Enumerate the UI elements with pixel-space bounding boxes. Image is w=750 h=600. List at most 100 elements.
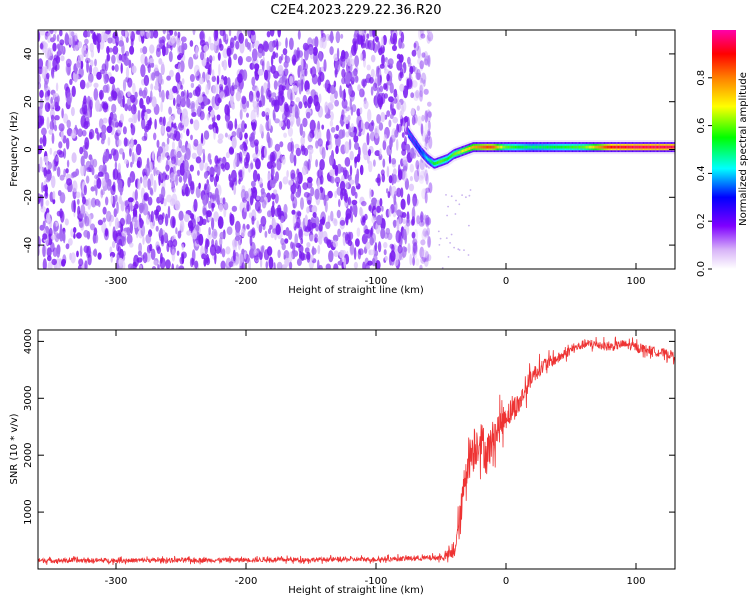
noise-speck — [179, 162, 185, 176]
noise-speck — [114, 217, 119, 230]
noise-speck — [445, 194, 447, 196]
noise-speck — [268, 118, 272, 130]
noise-speck — [50, 234, 56, 240]
noise-speck — [469, 189, 472, 191]
noise-speck — [160, 100, 163, 113]
noise-speck — [424, 191, 428, 204]
noise-speck — [399, 110, 403, 120]
noise-speck — [379, 148, 382, 157]
noise-speck — [386, 166, 390, 178]
noise-speck — [427, 101, 432, 107]
noise-speck — [82, 196, 86, 205]
noise-speck — [138, 242, 143, 254]
noise-speck — [190, 180, 195, 191]
noise-speck — [111, 240, 116, 249]
noise-speck — [209, 166, 215, 178]
noise-speck — [66, 96, 72, 105]
noise-speck — [133, 254, 140, 267]
noise-speck — [220, 163, 225, 170]
noise-speck — [287, 126, 293, 137]
noise-speck — [87, 254, 92, 266]
noise-speck — [85, 175, 90, 184]
noise-speck — [306, 242, 311, 248]
noise-speck — [423, 58, 429, 66]
noise-speck — [423, 256, 429, 267]
noise-speck — [85, 141, 88, 149]
noise-speck — [111, 54, 116, 64]
noise-speck — [177, 54, 182, 61]
noise-speck — [394, 129, 399, 138]
noise-speck — [150, 210, 154, 223]
noise-speck — [183, 159, 189, 172]
noise-speck — [421, 82, 425, 96]
noise-speck — [168, 94, 174, 101]
noise-speck — [350, 106, 354, 116]
noise-speck — [349, 150, 354, 161]
trace-core — [464, 148, 467, 152]
noise-speck — [106, 178, 112, 191]
noise-speck — [231, 103, 235, 110]
noise-speck — [83, 105, 88, 116]
noise-speck — [277, 93, 284, 106]
noise-speck — [419, 212, 425, 222]
noise-speck — [47, 59, 52, 72]
noise-speck — [90, 30, 94, 34]
noise-speck — [74, 124, 78, 131]
noise-speck — [383, 249, 387, 256]
trace-core — [589, 145, 592, 149]
noise-speck — [171, 187, 176, 193]
noise-speck — [260, 215, 267, 227]
noise-speck — [83, 121, 89, 130]
noise-speck — [272, 200, 275, 208]
noise-speck — [400, 42, 405, 49]
noise-speck — [174, 31, 178, 37]
noise-speck — [213, 127, 216, 140]
trace-core — [575, 145, 578, 149]
noise-speck — [165, 159, 169, 173]
noise-speck — [274, 118, 280, 124]
noise-speck — [455, 199, 457, 202]
noise-speck — [130, 104, 137, 115]
noise-speck — [275, 52, 279, 58]
noise-speck — [165, 126, 171, 133]
noise-speck — [88, 72, 94, 83]
noise-speck — [155, 47, 161, 58]
noise-speck — [294, 176, 299, 184]
noise-speck — [96, 132, 100, 141]
noise-speck — [386, 73, 390, 82]
noise-speck — [247, 41, 250, 50]
noise-speck — [350, 212, 353, 223]
noise-speck — [381, 205, 384, 212]
trace-core — [536, 145, 539, 149]
noise-speck — [299, 250, 302, 261]
noise-speck — [52, 93, 56, 100]
noise-speck — [167, 205, 171, 219]
spectrogram-heatmap — [38, 30, 675, 269]
snr-y-axis-label: SNR (10 * v/v) — [9, 413, 20, 484]
noise-speck — [176, 250, 180, 256]
noise-speck — [424, 110, 428, 123]
noise-speck — [158, 89, 162, 98]
noise-speck — [122, 95, 125, 108]
noise-speck — [161, 89, 165, 103]
noise-speck — [235, 91, 241, 102]
trace-core — [509, 145, 511, 149]
noise-speck — [263, 69, 269, 81]
noise-speck — [345, 233, 350, 245]
noise-speck — [424, 214, 427, 221]
noise-speck — [317, 259, 320, 269]
noise-speck — [145, 234, 152, 244]
noise-speck — [129, 30, 132, 37]
noise-speck — [96, 71, 102, 80]
noise-speck — [424, 122, 430, 135]
noise-speck — [419, 63, 424, 72]
noise-speck — [160, 186, 166, 199]
noise-speck — [176, 108, 182, 115]
noise-speck — [200, 101, 205, 110]
noise-speck — [238, 151, 243, 162]
snr-x-tick-label: -200 — [235, 576, 258, 587]
noise-speck — [47, 103, 51, 110]
noise-speck — [41, 66, 47, 79]
noise-speck — [116, 201, 119, 214]
noise-speck — [428, 136, 433, 149]
